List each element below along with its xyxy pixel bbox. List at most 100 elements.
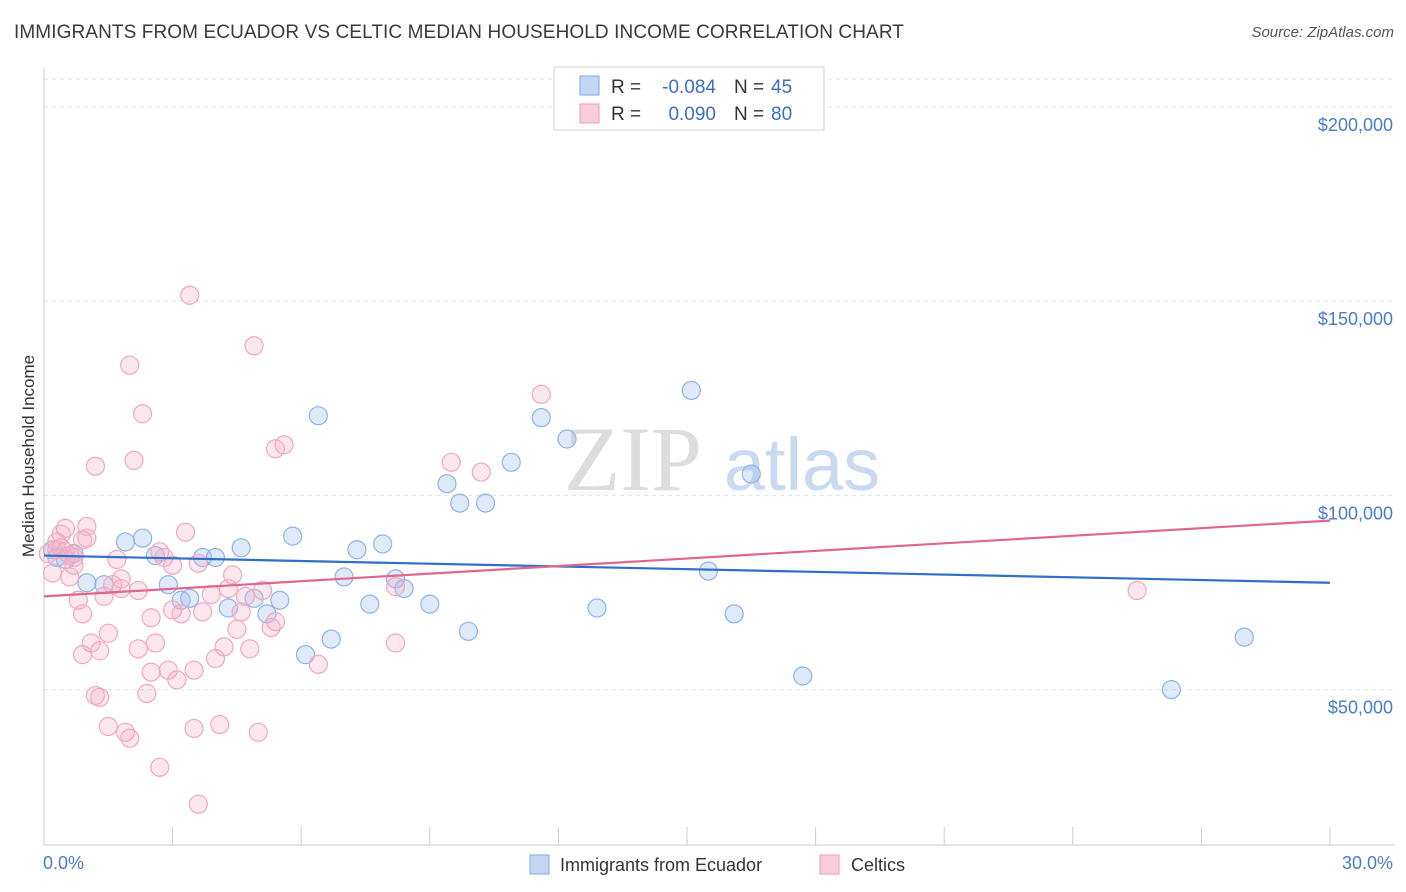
celtics-point: [231, 602, 251, 622]
source-credit: Source: ZipAtlas.com: [1251, 24, 1394, 41]
stats-legend: R = -0.084 N = 45 R = 0.090 N = 80: [553, 66, 825, 131]
celtics-point: [308, 654, 328, 674]
ecuador-point: [360, 594, 380, 614]
ecuador-point: [557, 429, 577, 449]
axes: [43, 68, 1395, 846]
ecuador-point: [741, 464, 761, 484]
ecuador-point: [373, 534, 393, 554]
celtics-point: [441, 452, 461, 472]
celtics-point: [193, 602, 213, 622]
celtics-point: [210, 714, 230, 735]
ecuador-point: [321, 629, 341, 649]
celtics-point: [227, 619, 247, 639]
celtics-trend-line: [43, 519, 1331, 598]
celtics-point: [51, 538, 71, 558]
ecuador-point: [724, 604, 744, 624]
celtics-point: [150, 542, 170, 562]
bottom-legend-label-ecuador: Immigrants from Ecuador: [560, 855, 762, 875]
legend-n-label-1: N =: [734, 77, 764, 98]
ecuador-point: [132, 528, 153, 548]
celtics-point: [124, 450, 144, 470]
legend-r-value-1: -0.084: [662, 77, 716, 98]
celtics-point: [128, 639, 148, 659]
chart-title: IMMIGRANTS FROM ECUADOR VS CELTIC MEDIAN…: [14, 22, 905, 43]
celtics-point: [385, 633, 406, 653]
celtics-point: [90, 641, 110, 661]
y-tick-label: $50,000: [1328, 698, 1393, 718]
ecuador-point: [450, 493, 470, 513]
celtics-point: [72, 604, 93, 624]
ecuador-point: [347, 540, 367, 560]
ecuador-point: [308, 406, 328, 426]
ecuador-point: [1234, 627, 1254, 647]
celtics-point: [150, 757, 170, 777]
celtics-point: [145, 633, 166, 653]
watermark-zip: ZIP: [564, 408, 702, 510]
celtics-point: [180, 285, 200, 305]
ecuador-point: [475, 493, 496, 513]
celtics-point: [248, 722, 268, 742]
celtics-point: [98, 623, 118, 643]
series-legend: Immigrants from Ecuador Celtics: [529, 854, 905, 875]
ecuador-point: [437, 474, 457, 494]
ecuador-point: [270, 590, 290, 610]
legend-n-label-2: N =: [734, 104, 764, 125]
series-immigrants-from-ecuador: [42, 380, 1254, 700]
celtics-point: [265, 612, 286, 632]
celtics-point: [274, 435, 294, 455]
legend-n-value-2: 80: [771, 104, 792, 125]
ecuador-trend-line: [43, 554, 1331, 584]
celtics-point: [531, 384, 551, 404]
celtics-point: [132, 404, 153, 424]
ecuador-point: [115, 532, 136, 552]
ecuador-point: [458, 621, 478, 641]
watermark-atlas: atlas: [724, 423, 880, 506]
x-tick-label-max: 30.0%: [1342, 853, 1393, 873]
ecuador-point: [420, 594, 440, 614]
x-tick-label-min: 0.0%: [43, 853, 84, 873]
celtics-point: [120, 355, 140, 375]
celtics-point: [120, 728, 140, 748]
celtics-point: [184, 718, 204, 739]
ecuador-point: [295, 645, 316, 665]
legend-swatch-ecuador: [579, 75, 600, 96]
ecuador-point: [334, 567, 354, 587]
celtics-point: [214, 637, 234, 657]
celtics-point: [141, 608, 161, 628]
ecuador-point: [587, 598, 607, 618]
celtics-point: [111, 569, 131, 589]
celtics-point: [163, 555, 183, 575]
celtics-point: [98, 716, 118, 737]
ecuador-point: [681, 380, 701, 401]
y-axis-title: Median Household Income: [19, 355, 38, 557]
celtics-point: [42, 563, 63, 583]
ecuador-point: [283, 526, 303, 546]
y-tick-label: $100,000: [1318, 503, 1393, 523]
bottom-legend-swatch-ecuador: [529, 854, 550, 875]
series-celtics: [38, 285, 1147, 814]
ecuador-point: [77, 573, 97, 593]
ecuador-point: [180, 588, 200, 608]
trend-lines: [43, 519, 1331, 598]
ecuador-point: [1161, 679, 1181, 700]
celtics-point: [90, 687, 110, 707]
celtics-point: [163, 600, 183, 620]
legend-r-label-1: R =: [611, 77, 641, 98]
legend-r-value-2: 0.090: [668, 104, 716, 125]
celtics-point: [167, 670, 187, 690]
celtics-point: [201, 584, 221, 605]
celtics-point: [385, 577, 406, 597]
celtics-point: [60, 567, 80, 587]
celtics-point: [235, 586, 256, 606]
grid-lines: $50,000 $100,000 $150,000 $200,000: [44, 78, 1395, 718]
celtics-point: [244, 336, 264, 356]
ecuador-point: [698, 561, 719, 581]
celtics-point: [107, 549, 127, 570]
celtics-point: [188, 794, 208, 814]
legend-swatch-celtics: [579, 103, 600, 124]
legend-n-value-1: 45: [771, 77, 792, 98]
celtics-point: [253, 580, 273, 601]
y-tick-label: $150,000: [1318, 309, 1393, 329]
celtics-point: [55, 518, 76, 538]
